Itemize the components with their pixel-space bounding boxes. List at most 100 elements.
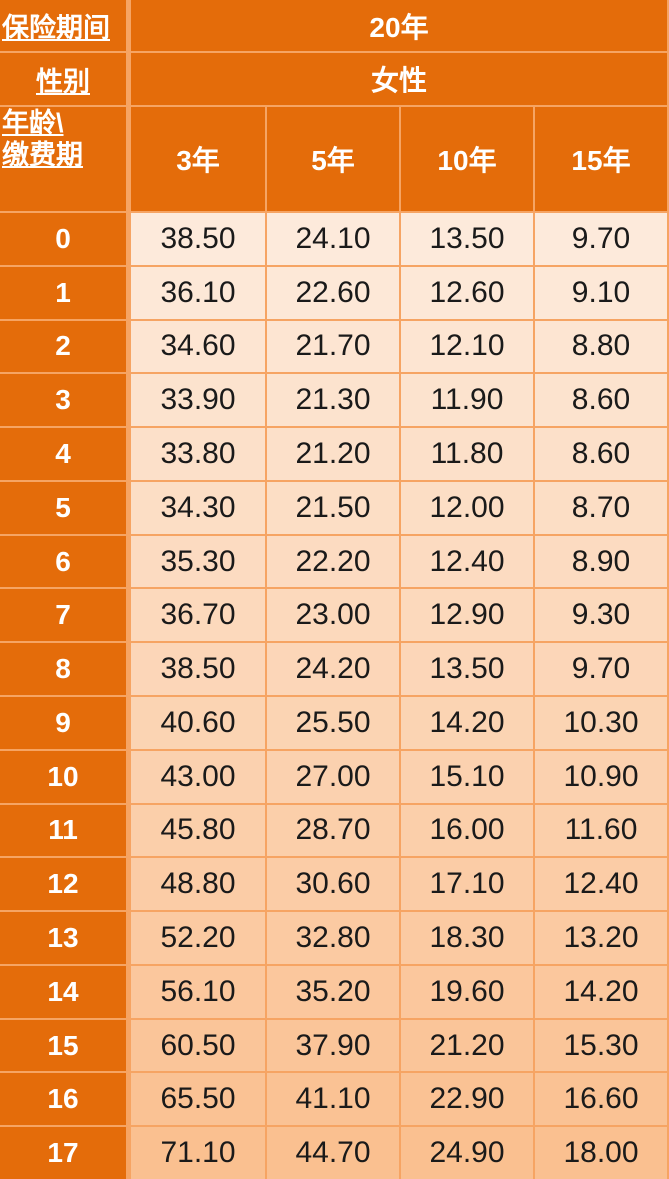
age: 15: [0, 1019, 129, 1072]
premium-rate: 44.70: [267, 1127, 399, 1179]
premium-rate: 13.50: [401, 213, 533, 265]
premium-rate: 52.20: [131, 912, 265, 964]
premium-rate: 12.40: [535, 858, 667, 911]
premium-rate: 11.80: [401, 428, 533, 480]
premium-rate: 9.10: [535, 266, 667, 319]
premium-rate: 11.90: [401, 374, 533, 427]
premium-rate: 9.70: [535, 643, 667, 695]
age: 17: [0, 1127, 129, 1179]
premium-rate: 17.10: [401, 858, 533, 911]
premium-rate: 22.20: [267, 535, 399, 588]
premium-rate: 65.50: [131, 1073, 265, 1126]
age-label-line: 缴费期: [2, 140, 83, 171]
premium-rate: 12.00: [401, 481, 533, 534]
premium-rate: 71.10: [131, 1127, 265, 1179]
term-label: 保险期间: [0, 0, 129, 51]
premium-rate: 13.20: [535, 912, 667, 964]
premium-rate: 13.50: [401, 643, 533, 695]
premium-rate: 24.10: [267, 213, 399, 265]
premium-rate: 36.70: [131, 589, 265, 642]
premium-rate: 60.50: [131, 1019, 265, 1072]
pay-period: 3年: [131, 107, 265, 211]
premium-rate: 36.10: [131, 266, 265, 319]
premium-rate: 12.40: [401, 535, 533, 588]
premium-rate: 34.30: [131, 481, 265, 534]
pay-period: 5年: [267, 107, 399, 211]
premium-rate: 24.90: [401, 1127, 533, 1179]
term: 20年: [131, 0, 667, 51]
premium-rate: 12.90: [401, 589, 533, 642]
premium-rate: 48.80: [131, 858, 265, 911]
age: 0: [0, 213, 129, 265]
premium-rate: 34.60: [131, 320, 265, 373]
premium-rate: 21.30: [267, 374, 399, 427]
premium-rate: 18.00: [535, 1127, 667, 1179]
premium-rate: 33.80: [131, 428, 265, 480]
premium-rate: 37.90: [267, 1019, 399, 1072]
premium-rate: 56.10: [131, 965, 265, 1018]
premium-rate: 45.80: [131, 804, 265, 857]
premium-rate: 15.30: [535, 1019, 667, 1072]
age: 8: [0, 643, 129, 695]
age: 6: [0, 535, 129, 588]
age: 12: [0, 858, 129, 911]
age: 13: [0, 912, 129, 964]
age: 14: [0, 965, 129, 1018]
premium-rate: 10.30: [535, 697, 667, 749]
premium-rate: 38.50: [131, 643, 265, 695]
age-label: 年龄\ 缴费期: [0, 107, 129, 211]
premium-rate: 33.90: [131, 374, 265, 427]
premium-rate: 38.50: [131, 213, 265, 265]
premium-rate: 12.10: [401, 320, 533, 373]
premium-rate: 27.00: [267, 750, 399, 803]
premium-rate: 30.60: [267, 858, 399, 911]
premium-rate: 35.20: [267, 965, 399, 1018]
premium-rate: 11.60: [535, 804, 667, 857]
premium-rate: 8.80: [535, 320, 667, 373]
premium-rate: 21.20: [401, 1019, 533, 1072]
premium-rate: 9.70: [535, 213, 667, 265]
premium-rate: 14.20: [535, 965, 667, 1018]
age: 10: [0, 750, 129, 803]
premium-rate: 32.80: [267, 912, 399, 964]
premium-rate: 24.20: [267, 643, 399, 695]
premium-rate: 43.00: [131, 750, 265, 803]
pay-period: 15年: [535, 107, 667, 211]
premium-rate: 15.10: [401, 750, 533, 803]
premium-rate: 8.60: [535, 428, 667, 480]
age: 11: [0, 804, 129, 857]
age: 1: [0, 266, 129, 319]
premium-rate: 18.30: [401, 912, 533, 964]
age-label-line: 年龄\: [2, 108, 64, 138]
premium-rate: 22.60: [267, 266, 399, 319]
premium-rate: 40.60: [131, 697, 265, 749]
premium-rate: 12.60: [401, 266, 533, 319]
premium-rate: 8.70: [535, 481, 667, 534]
premium-rate: 21.20: [267, 428, 399, 480]
age: 9: [0, 697, 129, 749]
premium-rate: 41.10: [267, 1073, 399, 1126]
premium-rate: 22.90: [401, 1073, 533, 1126]
premium-rate: 9.30: [535, 589, 667, 642]
gender: 女性: [131, 53, 667, 105]
premium-rate: 16.00: [401, 804, 533, 857]
premium-rate: 35.30: [131, 535, 265, 588]
premium-rate: 21.50: [267, 481, 399, 534]
premium-rate: 8.60: [535, 374, 667, 427]
age: 16: [0, 1073, 129, 1126]
age: 4: [0, 428, 129, 480]
premium-rate: 25.50: [267, 697, 399, 749]
gender-label: 性别: [0, 53, 129, 105]
premium-rate: 14.20: [401, 697, 533, 749]
premium-rate: 8.90: [535, 535, 667, 588]
premium-rate: 21.70: [267, 320, 399, 373]
pay-period: 10年: [401, 107, 533, 211]
age: 7: [0, 589, 129, 642]
premium-rate: 23.00: [267, 589, 399, 642]
premium-rate: 16.60: [535, 1073, 667, 1126]
premium-rate: 28.70: [267, 804, 399, 857]
age: 3: [0, 374, 129, 427]
premium-rate: 10.90: [535, 750, 667, 803]
